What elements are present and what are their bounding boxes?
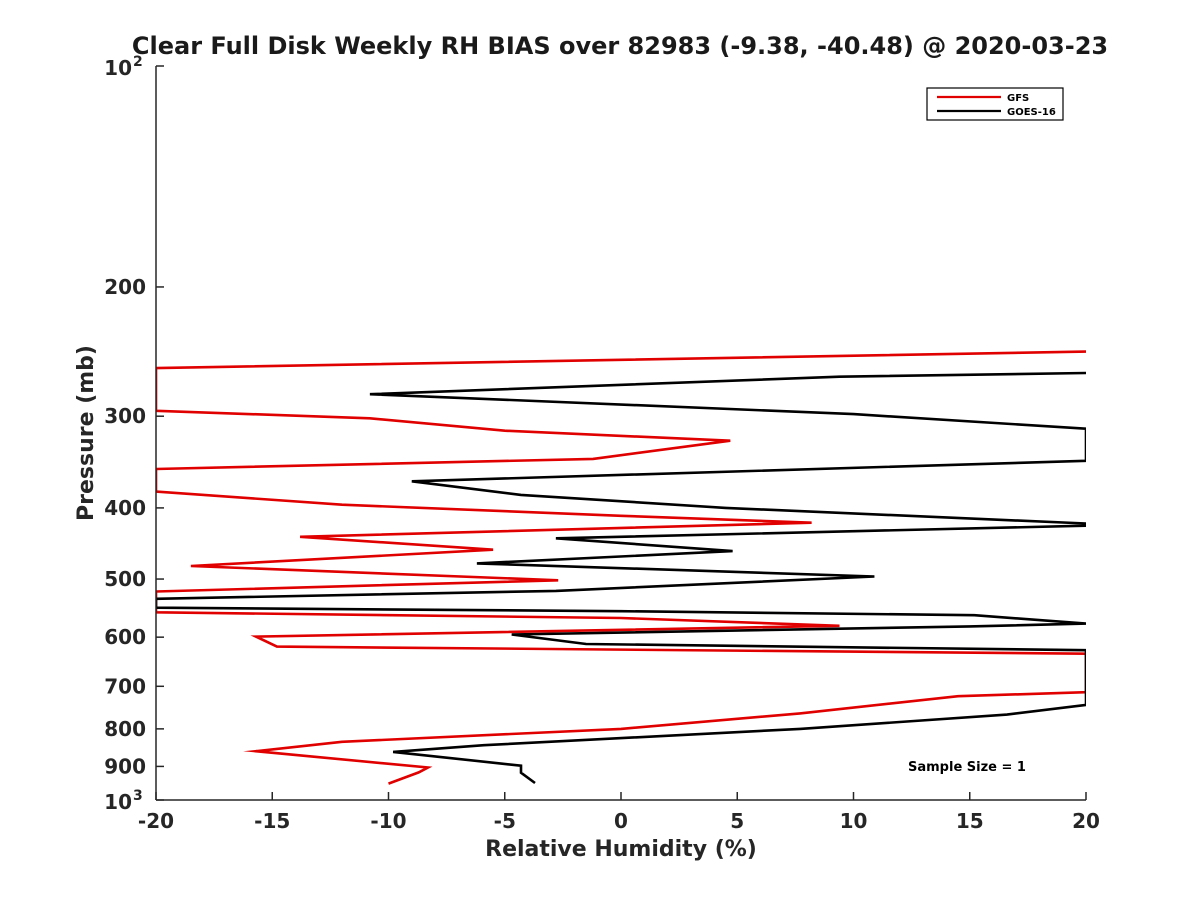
- legend-label-goes16: GOES-16: [1007, 107, 1056, 118]
- legend: GFS GOES-16: [926, 87, 1064, 121]
- x-tick-label: 15: [956, 809, 984, 833]
- y-tick-label: 900: [104, 754, 146, 778]
- y-tick-label: 400: [104, 496, 146, 520]
- x-tick-label: -15: [254, 809, 290, 833]
- sample-size-annotation: Sample Size = 1: [908, 760, 1026, 775]
- y-tick-label: 600: [104, 625, 146, 649]
- y-tick-label: 500: [104, 567, 146, 591]
- y-tick-label: 700: [104, 674, 146, 698]
- y-tick-label: 200: [104, 275, 146, 299]
- legend-label-gfs: GFS: [1007, 93, 1029, 104]
- x-axis-ticks: -20 -15 -10 -5 0 5 10 15 20: [138, 792, 1100, 833]
- x-axis-label: Relative Humidity (%): [485, 837, 757, 862]
- series-line-gfs: [156, 350, 1086, 785]
- x-tick-label: -5: [494, 809, 516, 833]
- plot-area: [156, 350, 1086, 785]
- x-tick-label: 10: [840, 809, 868, 833]
- x-tick-label: -10: [370, 809, 406, 833]
- y-tick-exponent: 3: [133, 788, 143, 804]
- legend-box: [926, 87, 1064, 121]
- x-tick-label: 5: [730, 809, 744, 833]
- y-tick-label: 300: [104, 404, 146, 428]
- chart-title: Clear Full Disk Weekly RH BIAS over 8298…: [132, 32, 1108, 60]
- y-tick-label: 10: [104, 56, 132, 80]
- x-tick-label: -20: [138, 809, 174, 833]
- y-tick-base: 10: [104, 56, 132, 80]
- y-tick-label: 800: [104, 717, 146, 741]
- series-layer: [156, 350, 1086, 785]
- x-tick-label: 20: [1072, 809, 1100, 833]
- y-tick-exponent: 2: [133, 54, 143, 70]
- y-axis-label: Pressure (mb): [74, 345, 99, 521]
- y-tick-base: 10: [104, 790, 132, 814]
- y-tick-label: 10: [104, 790, 132, 814]
- x-tick-label: 0: [614, 809, 628, 833]
- series-line-goes16: [156, 371, 1086, 785]
